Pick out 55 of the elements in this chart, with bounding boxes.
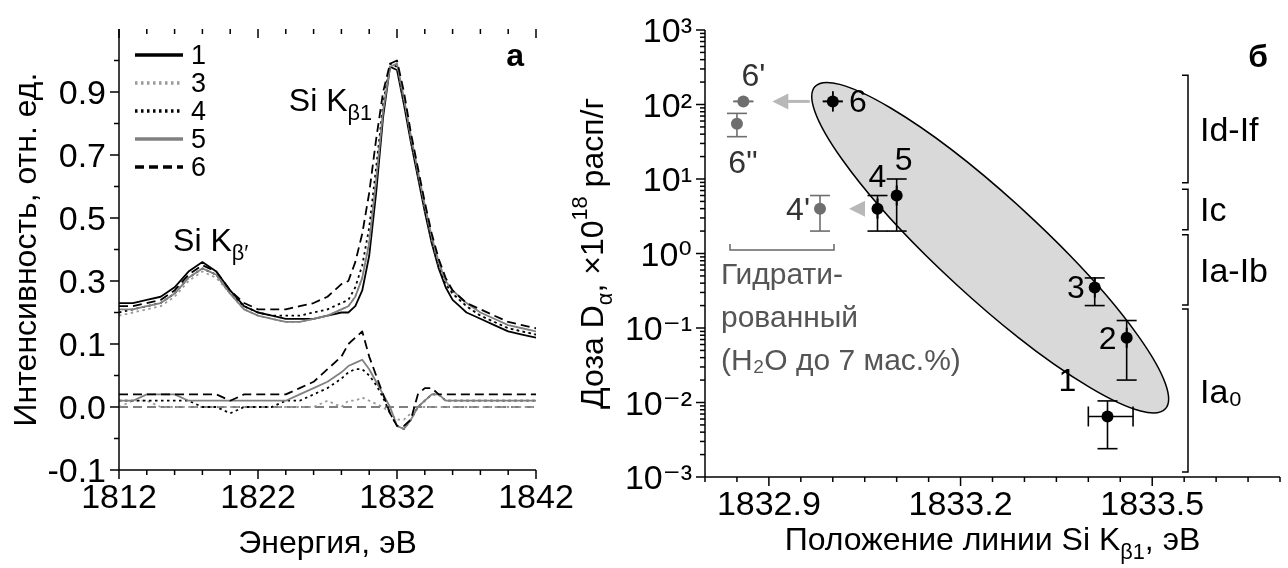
- point: [826, 95, 839, 108]
- legend-label: 6: [191, 152, 207, 182]
- annotation: 1: [1058, 362, 1077, 399]
- x-tick-label: 1832.9: [716, 483, 821, 522]
- point: [871, 202, 884, 215]
- annotation: б: [1248, 38, 1268, 75]
- annotation: Si K$_{β1}$: [288, 82, 373, 125]
- y-axis-title: Интенсивность, отн. ед.: [7, 72, 43, 427]
- legend-label: 5: [191, 124, 207, 154]
- legend-label: 3: [191, 68, 207, 98]
- x-tick-label: 1842: [498, 476, 574, 515]
- point: [890, 189, 903, 202]
- annotation: Id-If: [1200, 110, 1260, 149]
- y2-tick-label: 0.9: [58, 73, 106, 111]
- line-series: [119, 396, 536, 421]
- annotation: 4: [868, 157, 887, 194]
- annotation: Ia-Ib: [1200, 250, 1269, 289]
- x-tick-label: 1822: [220, 476, 296, 515]
- point: [1088, 281, 1101, 294]
- y2-tick-label: 0.5: [58, 199, 106, 237]
- y-tick-label: 10²: [642, 85, 692, 124]
- annotation: а: [506, 37, 525, 74]
- annotation: Ia₀: [1200, 371, 1243, 410]
- y-tick-label: 10⁻³: [624, 458, 692, 496]
- legend-label: 1: [191, 40, 207, 70]
- annotation: 4': [786, 190, 810, 227]
- annotation: 3: [1066, 269, 1085, 306]
- y-tick-label: 0.0: [58, 388, 106, 426]
- y-tick-label: 10¹: [642, 160, 692, 198]
- point: [814, 202, 826, 215]
- point: [1101, 410, 1114, 423]
- point: [737, 95, 750, 108]
- annotation: 6': [741, 57, 766, 94]
- x-tick-label: 1833.5: [1100, 483, 1205, 522]
- y-tick-label: 0.1: [58, 325, 106, 363]
- x-axis-title: Положение линии Si K$_{β1}$, эВ: [784, 521, 1201, 564]
- y-tick-label: 10⁻¹: [624, 309, 692, 347]
- x-tick-label: 1833.2: [908, 483, 1013, 522]
- annotation: Гидрати- рованный (H₂O до 7 мас.%): [721, 256, 961, 376]
- point: [730, 117, 743, 130]
- annotation: 6: [848, 83, 867, 120]
- x-axis-title: Энергия, эВ: [238, 524, 417, 560]
- y-tick-label: 10³: [642, 11, 692, 49]
- annotation: Si K$_{β′}$: [173, 221, 249, 265]
- annotation: 6": [728, 143, 758, 180]
- legend-label: 4: [191, 96, 207, 126]
- y2-tick-label: 0.7: [58, 136, 106, 174]
- annotation: Ic: [1200, 190, 1227, 229]
- annotation: 2: [1098, 319, 1117, 356]
- x-tick-label: 1832: [359, 476, 435, 515]
- y-tick-label: 10⁻²: [624, 383, 692, 422]
- y2-tick-label: 0.3: [58, 262, 106, 300]
- y-tick-label: 10⁰: [640, 234, 692, 273]
- annotation: 5: [894, 140, 913, 177]
- point: [1120, 331, 1133, 344]
